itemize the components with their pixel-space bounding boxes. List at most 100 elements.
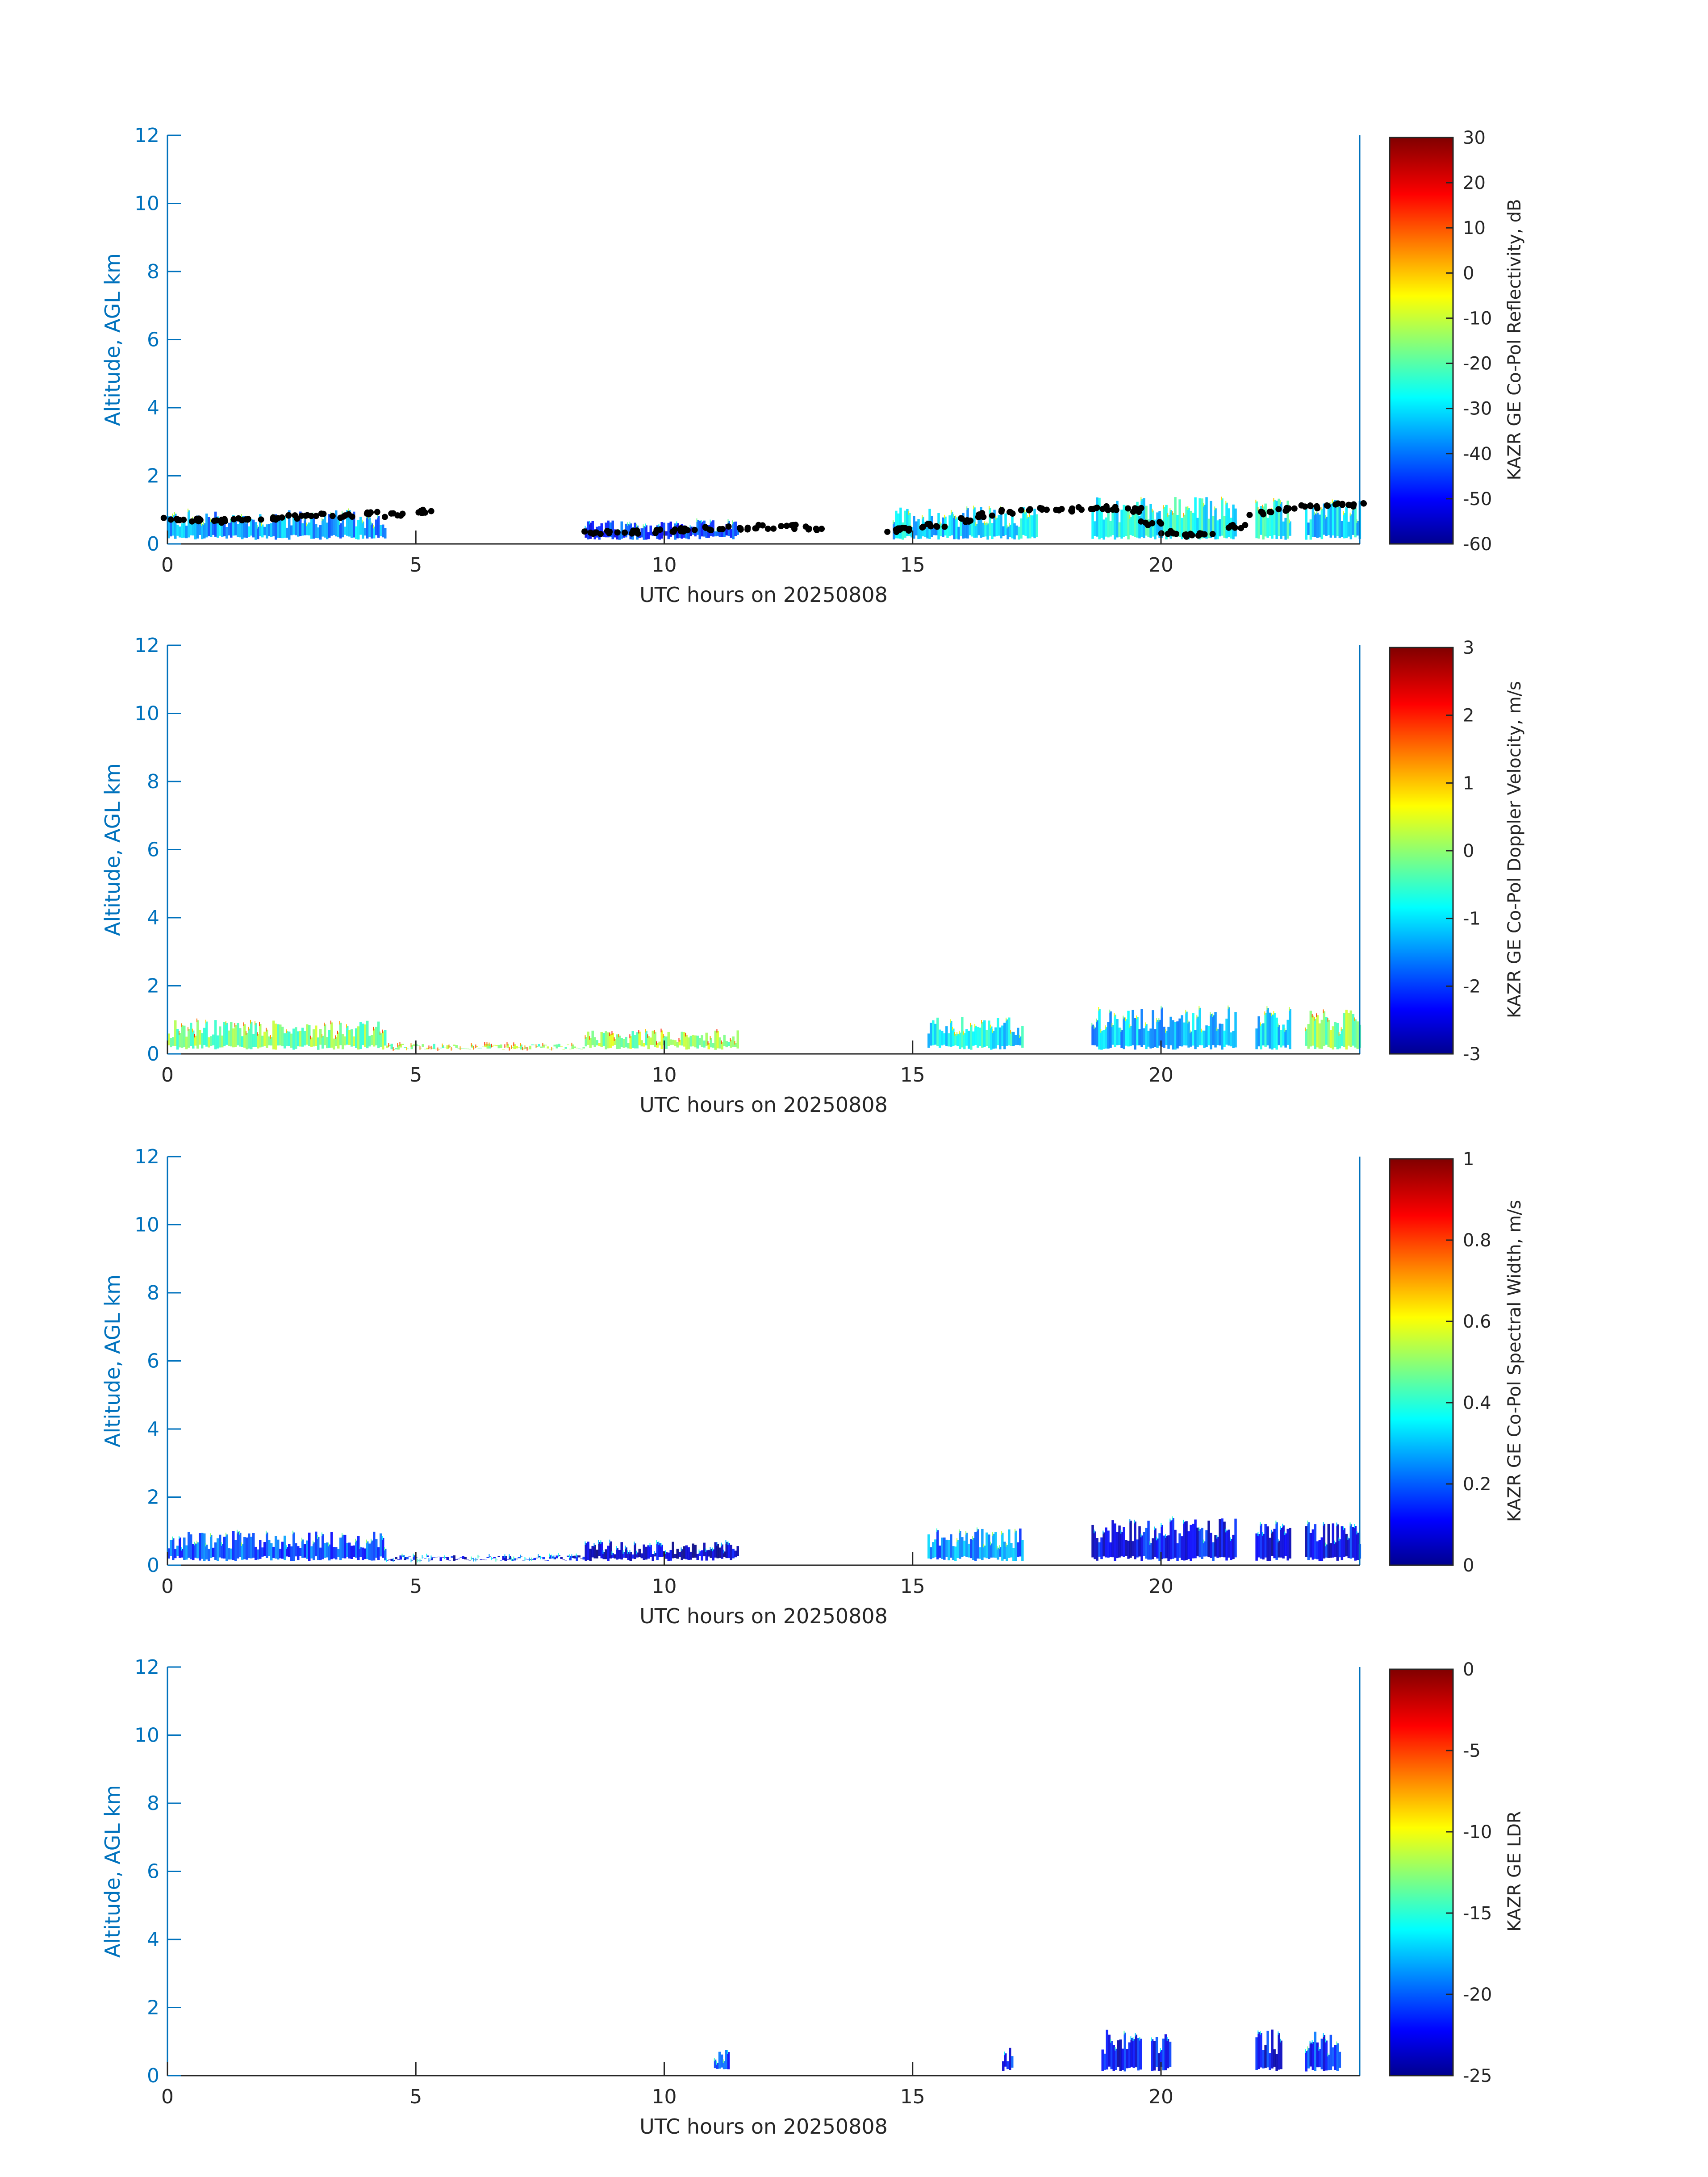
- echo-speck: [196, 1540, 197, 1544]
- echo-speck: [509, 1554, 510, 1558]
- echo-column: [669, 521, 672, 537]
- echo-column: [1309, 2042, 1312, 2067]
- echo-speck: [952, 1027, 953, 1031]
- echo-column: [596, 1550, 598, 1559]
- echo-column: [1341, 1526, 1344, 1560]
- echo-column: [174, 1549, 177, 1559]
- echo-column: [701, 522, 703, 537]
- echo-speck: [237, 1529, 238, 1534]
- y-axis-label: Altitude, AGL km: [100, 1785, 125, 1958]
- cloud-base-point: [1088, 506, 1094, 512]
- y-tick-label: 4: [147, 397, 159, 419]
- echo-column: [986, 523, 989, 540]
- echo-speck: [990, 1542, 991, 1546]
- echo-column: [598, 1542, 601, 1556]
- echo-column: [255, 1023, 257, 1047]
- echo-column: [587, 521, 589, 539]
- echo-speck: [1316, 510, 1317, 514]
- echo-column: [957, 526, 960, 540]
- echo-column: [723, 1035, 726, 1046]
- echo-column: [736, 1546, 739, 1556]
- echo-column: [250, 1537, 253, 1559]
- echo-column: [268, 1540, 271, 1556]
- colorbar-tick-label: -30: [1463, 399, 1492, 419]
- echo-column: [718, 1547, 721, 1558]
- echo-column: [895, 510, 898, 539]
- echo-column: [241, 516, 244, 539]
- echo-column: [935, 526, 938, 535]
- cloud-base-point: [329, 513, 336, 519]
- echo-column: [1134, 514, 1136, 537]
- echo-column: [1320, 1020, 1324, 1049]
- echo-speck: [1163, 505, 1164, 509]
- echo-column: [219, 1026, 221, 1048]
- echo-column: [410, 1560, 413, 1561]
- echo-column: [257, 1549, 259, 1560]
- echo-speck: [647, 1034, 648, 1038]
- echo-column: [348, 1542, 351, 1559]
- echo-segment: [1002, 2047, 1014, 2071]
- echo-column: [963, 1033, 966, 1049]
- echo-column: [509, 1556, 511, 1560]
- x-axis-label: UTC hours on 20250808: [639, 583, 888, 607]
- echo-column: [237, 1023, 239, 1045]
- echo-column: [564, 1047, 567, 1049]
- echo-column: [1154, 1528, 1157, 1557]
- colorbar-tick-label: -20: [1463, 1985, 1492, 2005]
- y-tick-label: 8: [147, 1282, 159, 1304]
- echo-speck: [585, 526, 586, 530]
- colorbar-tick-label: -25: [1463, 2066, 1492, 2086]
- echo-column: [573, 1555, 576, 1559]
- echo-column: [1278, 1025, 1280, 1045]
- echo-column: [1341, 1029, 1344, 1046]
- echo-speck: [1167, 513, 1169, 517]
- echo-column: [183, 1025, 186, 1047]
- echo-column: [1264, 1013, 1267, 1047]
- echo-column: [223, 518, 226, 536]
- echo-column: [170, 516, 172, 537]
- echo-column: [578, 1555, 580, 1558]
- echo-column: [934, 1024, 937, 1045]
- echo-column: [676, 1042, 679, 1048]
- echo-column: [1264, 503, 1267, 537]
- echo-column: [373, 1028, 376, 1047]
- colorbar-gradient: [1389, 1158, 1454, 1566]
- echo-column: [1002, 2061, 1005, 2071]
- echo-column: [1327, 1020, 1330, 1047]
- colorbar-tick-label: 10: [1463, 218, 1486, 238]
- echo-column: [965, 1533, 968, 1557]
- cloud-base-point: [755, 522, 762, 528]
- echo-column: [687, 529, 690, 539]
- echo-column: [1114, 1523, 1116, 1561]
- cloud-base-point: [1058, 506, 1065, 512]
- echo-column: [542, 1557, 545, 1559]
- echo-column: [1136, 1017, 1139, 1045]
- echo-column: [1111, 511, 1114, 535]
- y-tick-label: 10: [134, 1214, 159, 1237]
- echo-speck: [538, 1554, 539, 1558]
- echo-speck: [1123, 2031, 1125, 2035]
- echo-column: [1019, 1036, 1022, 1046]
- y-tick-label: 8: [147, 770, 159, 793]
- echo-segment: [386, 1553, 585, 1563]
- echo-segment: [1091, 1005, 1237, 1050]
- echo-column: [1006, 526, 1009, 539]
- echo-column: [1178, 1018, 1181, 1046]
- echo-column: [326, 1037, 329, 1049]
- echo-column: [970, 1024, 973, 1050]
- echo-column: [994, 1027, 997, 1049]
- echo-column: [457, 1048, 460, 1049]
- echo-column: [1260, 1524, 1262, 1559]
- echo-column: [179, 1033, 181, 1048]
- echo-speck: [1280, 500, 1281, 504]
- cloud-base-point: [1209, 531, 1216, 537]
- echo-column: [712, 1549, 714, 1561]
- cloud-base-point: [245, 516, 251, 522]
- echo-column: [515, 1046, 518, 1049]
- echo-column: [1223, 1030, 1226, 1047]
- echo-column: [1271, 510, 1274, 539]
- echo-column: [284, 1033, 286, 1049]
- echo-column: [685, 530, 688, 539]
